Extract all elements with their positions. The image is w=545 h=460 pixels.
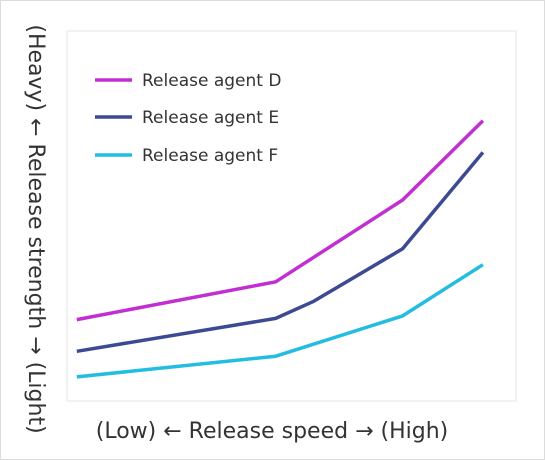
series-line-3 [76,263,484,379]
y-axis-label: (Heavy) ← Release strength → (Light) [23,24,48,433]
plot-area [66,30,517,402]
series-line-2 [76,151,485,354]
legend-label-2: Release agent E [142,108,279,128]
series-layer [76,119,485,379]
series-line-1 [76,119,485,322]
legend-label-1: Release agent D [142,71,281,91]
x-axis-label: (Low) ← Release speed → (High) [96,419,448,444]
legend-label-3: Release agent F [142,146,278,166]
legend: Release agent D Release agent E Release ag… [95,71,281,166]
